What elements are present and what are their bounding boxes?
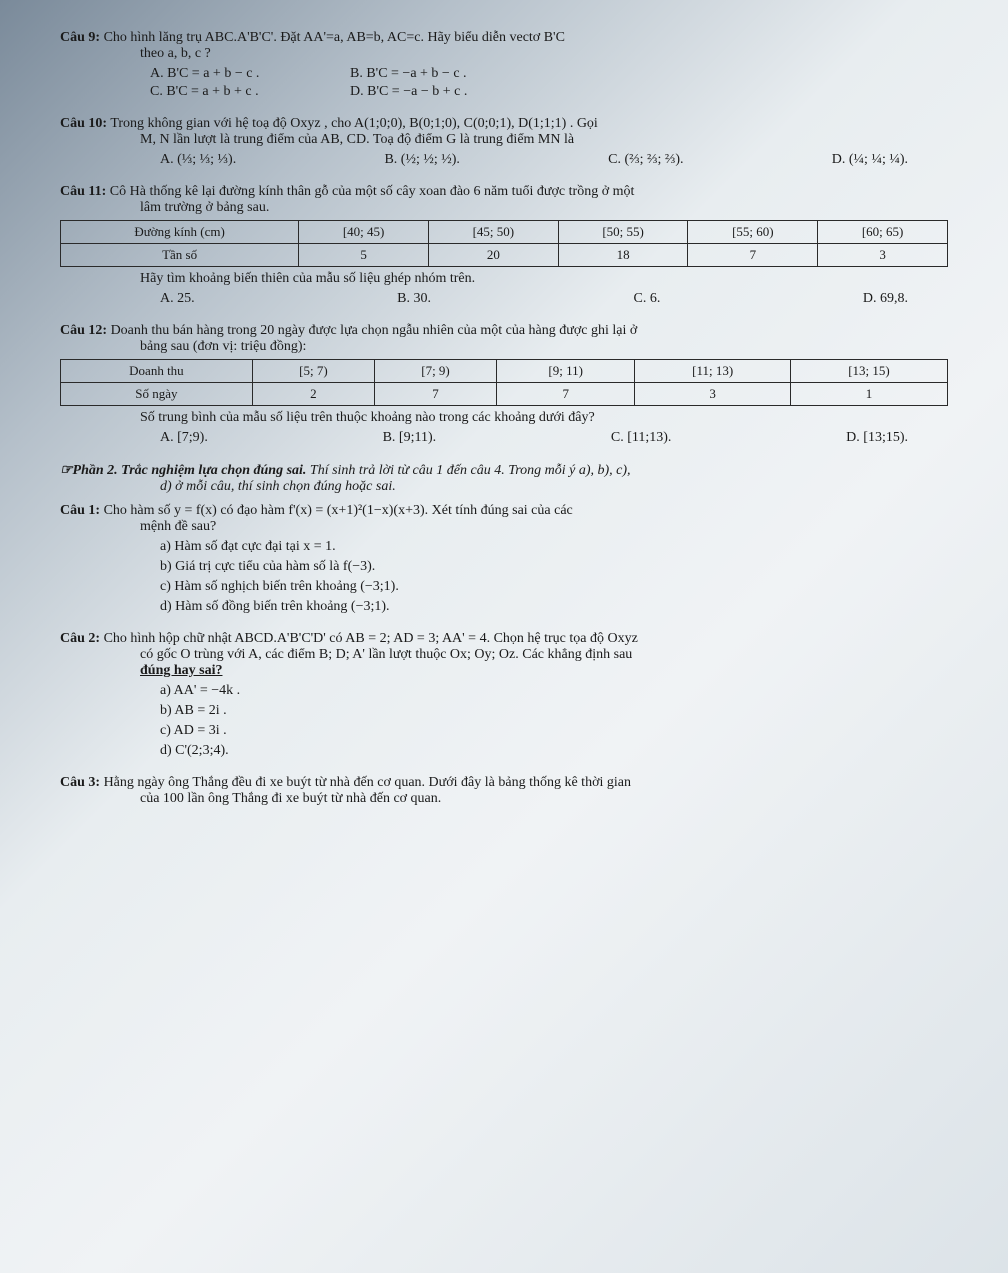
q9-opt-a: A. B'C = a + b − c .: [150, 66, 290, 82]
question-11: Câu 11: Cô Hà thống kê lại đường kính th…: [60, 184, 948, 307]
q12-r5: 1: [790, 383, 947, 406]
q11-r0: Tần số: [61, 244, 299, 267]
q12-opt-d: D. [13;15).: [846, 430, 908, 446]
p2q2-text: Cho hình hộp chữ nhật ABCD.A'B'C'D' có A…: [104, 631, 638, 646]
q10-opt-c: C. (⅔; ⅔; ⅔).: [608, 152, 683, 168]
p2q1-d: d) Hàm số đồng biến trên khoảng (−3;1).: [160, 599, 948, 615]
p2q2-d: d) C'(2;3;4).: [160, 743, 948, 759]
q12-r3: 7: [497, 383, 635, 406]
p2q2-a: a) AA' = −4k .: [160, 683, 948, 699]
q12-h0: Doanh thu: [61, 360, 253, 383]
question-9: Câu 9: Cho hình lăng trụ ABC.A'B'C'. Đặt…: [60, 30, 948, 100]
p2q3-line2: của 100 lần ông Thắng đi xe buýt từ nhà …: [140, 791, 948, 807]
p2-question-1: Câu 1: Cho hàm số y = f(x) có đạo hàm f'…: [60, 503, 948, 615]
q12-text: Doanh thu bán hàng trong 20 ngày được lự…: [111, 323, 638, 338]
q11-h1: [40; 45): [299, 221, 429, 244]
q11-opt-b: B. 30.: [397, 291, 431, 307]
q11-opt-d: D. 69,8.: [863, 291, 908, 307]
q11-r5: 3: [818, 244, 948, 267]
q11-r1: 5: [299, 244, 429, 267]
part2-label: ☞Phần 2. Trắc nghiệm lựa chọn đúng sai.: [60, 463, 306, 478]
q10-opt-d: D. (¼; ¼; ¼).: [832, 152, 908, 168]
q9-opt-c: C. B'C = a + b + c .: [150, 84, 290, 100]
q10-line2: M, N lần lượt là trung điểm của AB, CD. …: [140, 132, 948, 148]
p2q1-label: Câu 1:: [60, 503, 100, 518]
q9-opt-d: D. B'C = −a − b + c .: [350, 84, 490, 100]
p2q1-c: c) Hàm số nghịch biến trên khoảng (−3;1)…: [160, 579, 948, 595]
q12-after: Số trung bình của mẫu số liệu trên thuộc…: [140, 410, 948, 426]
q11-h2: [45; 50): [428, 221, 558, 244]
p2q3-text: Hằng ngày ông Thắng đều đi xe buýt từ nh…: [104, 775, 631, 790]
q11-r2: 20: [428, 244, 558, 267]
q12-opt-a: A. [7;9).: [160, 430, 208, 446]
q11-r4: 7: [688, 244, 818, 267]
p2q1-b: b) Giá trị cực tiểu của hàm số là f(−3).: [160, 559, 948, 575]
q11-label: Câu 11:: [60, 184, 106, 199]
q12-opt-b: B. [9;11).: [383, 430, 437, 446]
q12-h5: [13; 15): [790, 360, 947, 383]
q9-text: Cho hình lăng trụ ABC.A'B'C'. Đặt AA'=a,…: [104, 30, 565, 45]
q11-after: Hãy tìm khoảng biến thiên của mẫu số liệ…: [140, 271, 948, 287]
q12-r4: 3: [635, 383, 791, 406]
q12-h3: [9; 11): [497, 360, 635, 383]
q11-h0: Đường kính (cm): [61, 221, 299, 244]
p2q3-label: Câu 3:: [60, 775, 100, 790]
p2q1-text: Cho hàm số y = f(x) có đạo hàm f'(x) = (…: [104, 503, 573, 518]
q10-opt-b: B. (½; ½; ½).: [384, 152, 459, 168]
q12-label: Câu 12:: [60, 323, 107, 338]
q10-opt-a: A. (⅓; ⅓; ⅓).: [160, 152, 236, 168]
q9-label: Câu 9:: [60, 30, 100, 45]
q11-opt-a: A. 25.: [160, 291, 195, 307]
q11-h5: [60; 65): [818, 221, 948, 244]
q12-opt-c: C. [11;13).: [611, 430, 672, 446]
p2q2-line2: có gốc O trùng với A, các điểm B; D; A' …: [140, 647, 948, 663]
part2-line2: d) ở mỗi câu, thí sinh chọn đúng hoặc sa…: [160, 479, 948, 495]
q9-opt-b: B. B'C = −a + b − c .: [350, 66, 490, 82]
q11-r3: 18: [558, 244, 688, 267]
q11-table: Đường kính (cm) [40; 45) [45; 50) [50; 5…: [60, 220, 948, 267]
p2q2-label: Câu 2:: [60, 631, 100, 646]
part2-text: Thí sinh trả lời từ câu 1 đến câu 4. Tro…: [310, 463, 631, 478]
p2q2-line3: đúng hay sai?: [140, 663, 948, 679]
q12-h1: [5; 7): [252, 360, 374, 383]
question-10: Câu 10: Trong không gian với hệ toạ độ O…: [60, 116, 948, 168]
q11-h4: [55; 60): [688, 221, 818, 244]
part2-header: ☞Phần 2. Trắc nghiệm lựa chọn đúng sai. …: [60, 462, 948, 495]
q11-text: Cô Hà thống kê lại đường kính thân gỗ củ…: [110, 184, 635, 199]
q9-line2: theo a, b, c ?: [140, 46, 948, 62]
q10-text: Trong không gian với hệ toạ độ Oxyz , ch…: [110, 116, 598, 131]
p2q1-line2: mệnh đề sau?: [140, 519, 948, 535]
q11-h3: [50; 55): [558, 221, 688, 244]
p2-question-2: Câu 2: Cho hình hộp chữ nhật ABCD.A'B'C'…: [60, 631, 948, 759]
q11-opt-c: C. 6.: [634, 291, 661, 307]
p2q2-b: b) AB = 2i .: [160, 703, 948, 719]
p2q2-c: c) AD = 3i .: [160, 723, 948, 739]
q12-r0: Số ngày: [61, 383, 253, 406]
q10-label: Câu 10:: [60, 116, 107, 131]
q12-line2: bảng sau (đơn vị: triệu đồng):: [140, 339, 948, 355]
q12-r2: 7: [374, 383, 496, 406]
q12-h2: [7; 9): [374, 360, 496, 383]
q12-h4: [11; 13): [635, 360, 791, 383]
q12-table: Doanh thu [5; 7) [7; 9) [9; 11) [11; 13)…: [60, 359, 948, 406]
p2-question-3: Câu 3: Hằng ngày ông Thắng đều đi xe buý…: [60, 775, 948, 807]
question-12: Câu 12: Doanh thu bán hàng trong 20 ngày…: [60, 323, 948, 446]
q12-r1: 2: [252, 383, 374, 406]
q11-line2: lâm trường ở bảng sau.: [140, 200, 948, 216]
p2q1-a: a) Hàm số đạt cực đại tại x = 1.: [160, 539, 948, 555]
